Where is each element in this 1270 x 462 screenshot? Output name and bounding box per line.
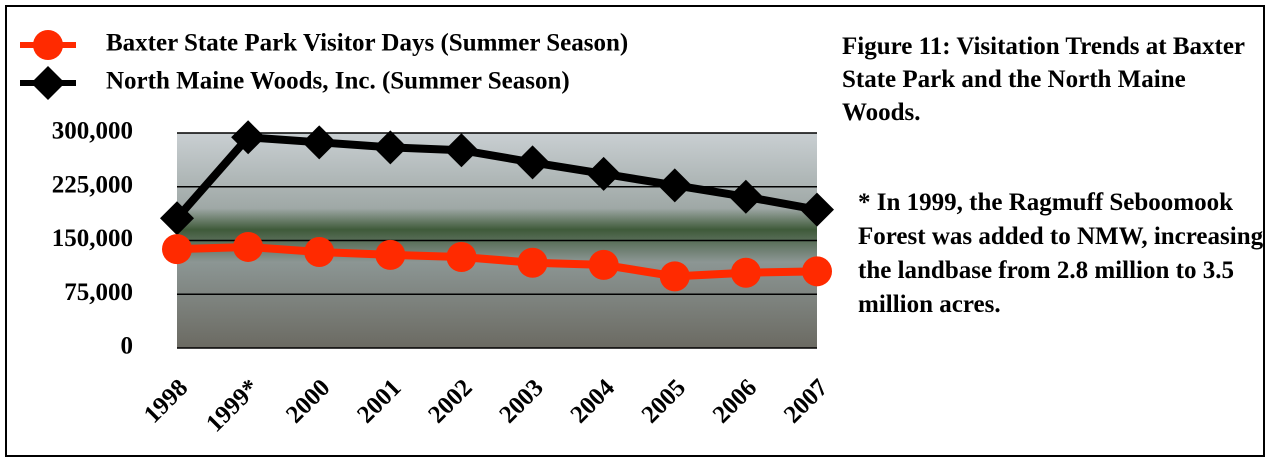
frame: [5, 5, 1265, 457]
annotation: * In 1999, the Ragmuff Seboomook Forest …: [858, 189, 1264, 318]
data-point: [162, 234, 192, 265]
x-tick-label: 1998: [139, 374, 193, 428]
legend-label: Baxter State Park Visitor Days (Summer S…: [106, 30, 628, 57]
y-tick-label: 75,000: [64, 279, 133, 306]
data-point: [233, 231, 264, 262]
legend-marker: [31, 66, 65, 100]
data-point: [446, 241, 477, 272]
data-point: [659, 261, 690, 292]
data-point: [730, 257, 761, 288]
legend-marker: [33, 30, 63, 60]
x-tick-label: 2005: [637, 374, 691, 428]
data-point: [802, 256, 832, 287]
x-tick-label: 1999*: [201, 374, 264, 437]
data-point: [586, 156, 621, 191]
y-tick-label: 300,000: [52, 118, 133, 145]
data-point: [160, 201, 194, 236]
data-point: [588, 249, 619, 280]
data-point: [800, 192, 834, 227]
data-point: [515, 145, 550, 180]
y-tick-label: 225,000: [52, 171, 133, 198]
data-point: [373, 130, 408, 165]
series-line: [176, 242, 818, 281]
legend-label: North Maine Woods, Inc. (Summer Season): [106, 68, 570, 95]
x-tick-label: 2003: [494, 374, 548, 428]
data-point: [444, 133, 479, 168]
data-point: [517, 247, 548, 278]
x-tick-label: 2004: [566, 374, 621, 429]
chart-title: Figure 11: Visitation Trends at Baxter S…: [842, 33, 1245, 126]
data-point: [657, 168, 692, 203]
series-line: [173, 133, 818, 221]
data-point: [375, 239, 406, 270]
y-tick-label: 0: [121, 333, 134, 360]
data-point: [231, 120, 266, 155]
data-point: [302, 125, 337, 160]
data-point: [304, 236, 335, 267]
y-tick-label: 150,000: [52, 225, 133, 252]
x-tick-label: 2002: [423, 374, 477, 428]
x-tick-label: 2000: [281, 374, 335, 428]
data-point: [728, 179, 763, 214]
x-tick-label: 2007: [779, 374, 833, 428]
x-tick-label: 2006: [708, 374, 762, 428]
x-tick-label: 2001: [352, 374, 406, 428]
